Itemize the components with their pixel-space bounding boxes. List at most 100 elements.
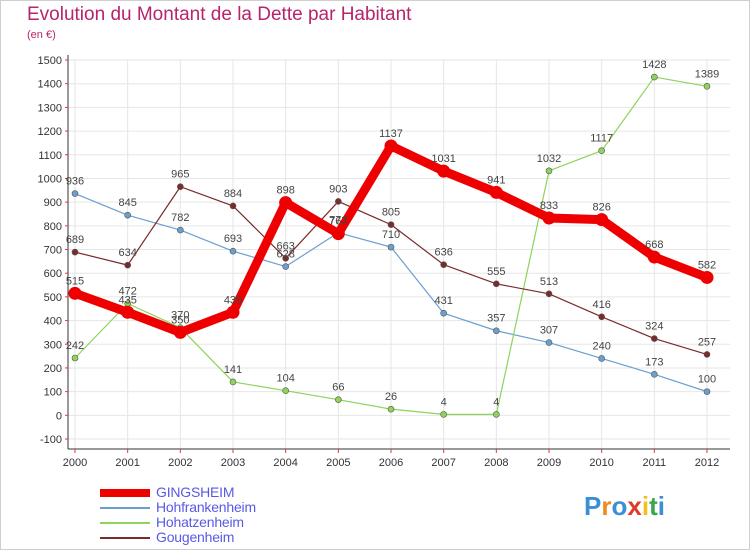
series-point: [71, 248, 79, 256]
series-point: [440, 411, 447, 418]
data-label: 350: [171, 314, 189, 326]
series-point: [177, 183, 184, 191]
series-point: [545, 339, 553, 346]
y-tick-label: 100: [44, 387, 62, 399]
series-point: [229, 378, 237, 386]
series-point: [124, 211, 131, 219]
series-point: [703, 82, 711, 90]
series-point: [545, 167, 553, 175]
series-point: [384, 139, 398, 153]
x-tick-label: 2002: [168, 457, 192, 469]
data-label: 1137: [379, 128, 403, 140]
series-point: [335, 396, 342, 403]
data-label: 324: [645, 321, 663, 333]
data-label: 1032: [537, 153, 561, 165]
series-point: [542, 211, 556, 225]
series-point: [703, 388, 711, 395]
data-label: 431: [434, 295, 452, 307]
series-point: [387, 405, 395, 413]
series-point: [493, 280, 500, 288]
data-label: 941: [487, 174, 505, 186]
data-label: 66: [332, 382, 344, 394]
series-point: [489, 185, 503, 199]
x-tick-label: 2009: [537, 457, 561, 469]
series-point: [121, 305, 135, 319]
y-tick-label: 300: [44, 339, 62, 351]
y-tick-label: 1500: [38, 55, 62, 67]
logo-letter: P: [584, 491, 602, 521]
y-tick-label: 700: [44, 245, 62, 257]
series-point: [493, 327, 500, 335]
series-point: [173, 325, 187, 339]
legend-swatch: [100, 489, 150, 497]
data-label: 634: [118, 247, 136, 259]
series-point: [598, 147, 605, 155]
series-point: [651, 335, 658, 342]
data-label: 845: [118, 197, 136, 209]
series-point: [71, 190, 79, 197]
y-tick-label: 500: [44, 292, 62, 304]
series-point: [651, 73, 658, 81]
y-tick-label: 600: [44, 268, 62, 280]
data-label: 513: [540, 276, 558, 288]
data-label: 668: [645, 239, 663, 251]
logo-letter: i: [657, 491, 665, 521]
series-point: [703, 351, 711, 358]
x-tick-label: 2000: [63, 457, 87, 469]
data-label: 693: [224, 233, 242, 245]
data-label: 472: [118, 286, 136, 298]
data-label: 1428: [642, 59, 666, 71]
data-labels: 515 435 350 435 898 767 1137 1031 941 833 826 668 58…: [66, 59, 719, 408]
data-label: 663: [276, 240, 294, 252]
logo-letter: i: [641, 491, 650, 521]
data-label: 257: [698, 336, 716, 348]
data-label: 515: [66, 275, 84, 287]
data-label: 805: [382, 207, 400, 219]
data-label: 4: [493, 396, 499, 408]
series-point: [387, 243, 395, 251]
legend-label: Gougenheim: [156, 529, 235, 545]
series-point: [124, 261, 131, 269]
series-point: [282, 263, 289, 270]
series-point: [545, 290, 553, 298]
data-label: 416: [592, 299, 610, 311]
series-point: [226, 305, 240, 319]
data-label: 555: [487, 266, 505, 278]
x-tick-label: 2004: [273, 457, 297, 469]
series-point: [229, 202, 237, 210]
data-label: 100: [698, 374, 716, 386]
data-label: 782: [171, 212, 189, 224]
series-point: [440, 261, 447, 268]
legend-swatch: [100, 507, 150, 509]
data-label: 1117: [590, 133, 613, 145]
data-label: 826: [592, 202, 610, 214]
series-point: [229, 247, 237, 255]
data-label: 242: [66, 340, 84, 352]
series-point: [437, 164, 451, 178]
data-label: 833: [540, 200, 558, 212]
series-lines: [68, 73, 714, 418]
series-point: [177, 226, 184, 234]
logo-letter: o: [611, 491, 628, 521]
logo-letter: t: [649, 491, 658, 521]
y-tick-label: 800: [44, 221, 62, 233]
x-tick-label: 2011: [643, 457, 667, 469]
data-label: 141: [224, 364, 242, 376]
logo-letter: x: [627, 491, 642, 521]
y-tick-label: 900: [44, 197, 62, 209]
series-point: [598, 313, 605, 321]
series-point: [651, 371, 658, 378]
series-point: [282, 254, 289, 262]
series-point: [440, 309, 447, 317]
data-label: 582: [698, 259, 716, 271]
series-point: [493, 411, 500, 418]
y-tick-label: 0: [56, 410, 62, 422]
data-label: 1031: [431, 153, 455, 165]
legend-label: GINGSHEIM: [156, 484, 235, 500]
data-label: 710: [382, 229, 400, 241]
series-point: [331, 227, 345, 241]
y-tick-label: 1100: [38, 150, 62, 162]
data-label: 240: [592, 340, 610, 352]
series-point: [647, 250, 661, 264]
legend-label: Hohatzenheim: [156, 514, 244, 530]
